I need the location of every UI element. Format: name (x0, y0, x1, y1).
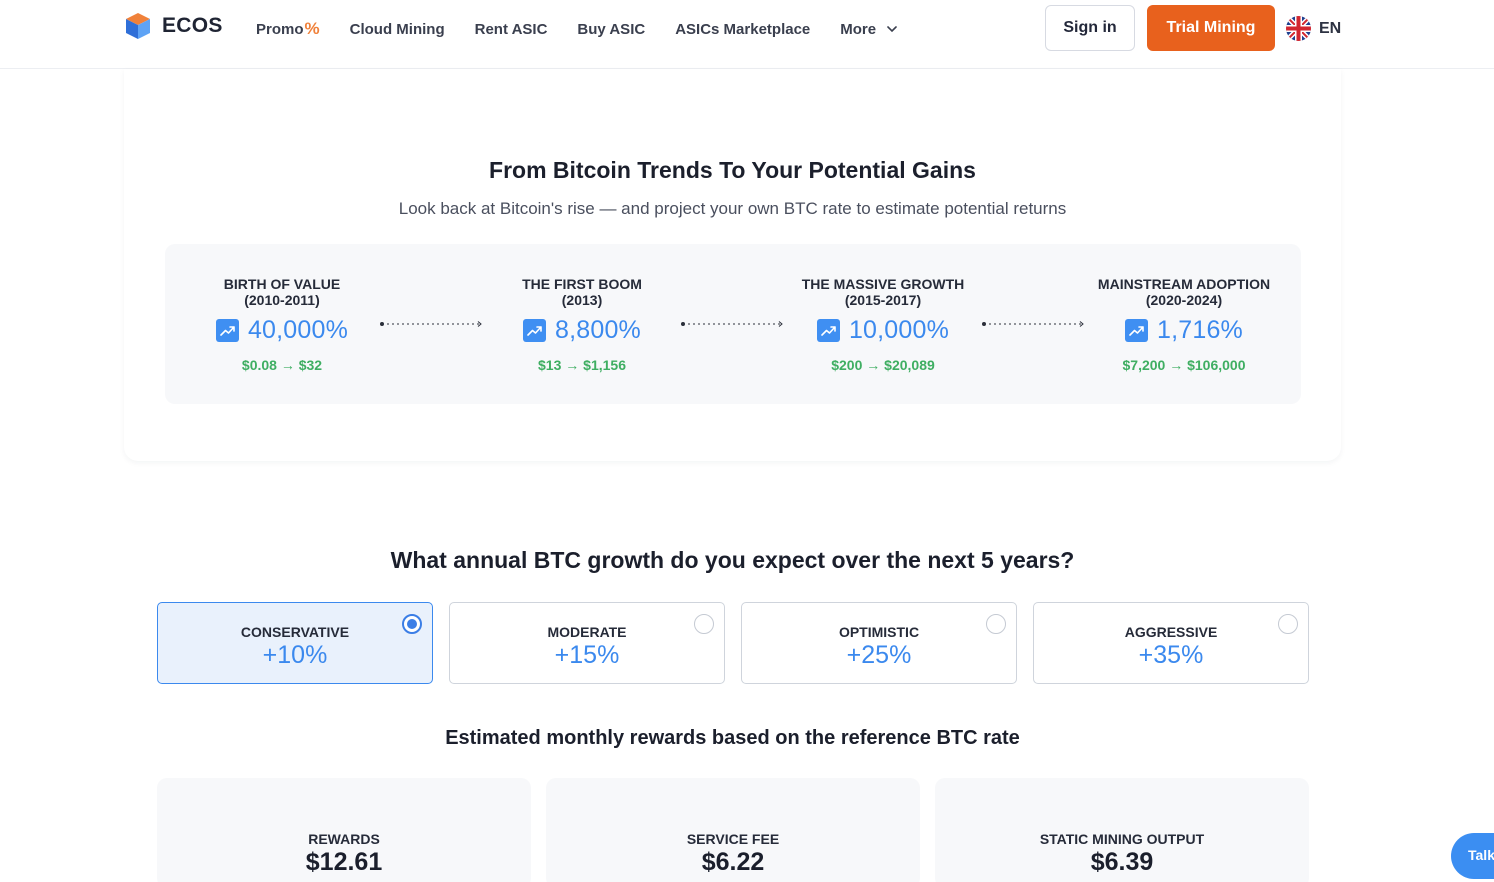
stage-price-range: $13 → $1,156 (538, 357, 626, 373)
timeline-stage: THE FIRST BOOM (2013) 8,800% $13 → $1,15… (462, 276, 702, 373)
bitcoin-timeline: BIRTH OF VALUE (2010-2011) 40,000% $0.08… (165, 244, 1301, 404)
stat-label: REWARDS (308, 831, 380, 847)
stage-years: (2020-2024) (1145, 292, 1223, 308)
growth-question: What annual BTC growth do you expect ove… (390, 547, 1075, 573)
timeline-connector (380, 321, 482, 327)
nav-buy-asic[interactable]: Buy ASIC (577, 20, 646, 38)
main-nav: Promo % Cloud Mining Rent ASIC Buy ASIC … (256, 18, 928, 40)
stat-value: $6.22 (701, 848, 765, 876)
stage-growth: 8,800% (555, 316, 641, 344)
history-title: From Bitcoin Trends To Your Potential Ga… (489, 157, 976, 183)
stat-card-rewards: REWARDS $12.61 (157, 778, 531, 882)
timeline-stage: MAINSTREAM ADOPTION (2020-2024) 1,716% $… (1064, 276, 1304, 373)
ecos-logo[interactable]: ECOS (124, 11, 223, 41)
ecos-cube-icon (126, 13, 150, 39)
stat-card-static-mining-output: STATIC MINING OUTPUT $6.39 (935, 778, 1309, 882)
stage-growth: 1,716% (1157, 316, 1243, 344)
option-value: +10% (262, 641, 328, 669)
stage-price-range: $7,200 → $106,000 (1122, 357, 1246, 373)
option-label: AGGRESSIVE (1124, 624, 1218, 640)
option-label: MODERATE (547, 624, 627, 640)
growth-option-optimistic[interactable]: OPTIMISTIC +25% (741, 602, 1017, 684)
stat-label: SERVICE FEE (686, 831, 780, 847)
stage-name: MAINSTREAM ADOPTION (1097, 276, 1271, 292)
option-label: OPTIMISTIC (838, 624, 920, 640)
nav-asics-marketplace[interactable]: ASICs Marketplace (675, 20, 811, 38)
rewards-title: Estimated monthly rewards based on the r… (445, 727, 1020, 749)
language-code: EN (1319, 19, 1342, 37)
nav-promo-label: Promo (256, 20, 304, 38)
top-navigation-bar: ECOS Promo % Cloud Mining Rent ASIC Buy … (0, 0, 1494, 69)
radio-selected-icon[interactable] (402, 614, 422, 634)
stat-card-service-fee: SERVICE FEE $6.22 (546, 778, 920, 882)
growth-option-moderate[interactable]: MODERATE +15% (449, 602, 725, 684)
nav-more[interactable]: More (840, 18, 898, 40)
option-label: CONSERVATIVE (240, 624, 350, 640)
radio-icon[interactable] (986, 614, 1006, 634)
trend-up-icon (816, 319, 840, 342)
stat-label: STATIC MINING OUTPUT (1039, 831, 1205, 847)
nav-rent-asic[interactable]: Rent ASIC (474, 20, 548, 38)
trend-up-icon (523, 319, 546, 342)
sign-in-button[interactable]: Sign in (1045, 5, 1135, 51)
stage-years: (2015-2017) (844, 292, 922, 308)
percent-icon: % (304, 19, 320, 38)
chat-button[interactable]: Talk (1451, 833, 1494, 879)
chevron-down-icon (887, 26, 897, 33)
stat-value: $6.39 (1090, 848, 1154, 876)
timeline-connector (681, 321, 783, 327)
nav-more-label: More (840, 20, 877, 38)
growth-option-conservative[interactable]: CONSERVATIVE +10% (157, 602, 433, 684)
trend-up-icon (215, 319, 239, 342)
stage-years: (2010-2011) (244, 292, 320, 308)
trend-up-icon (1125, 319, 1148, 342)
radio-icon[interactable] (1278, 614, 1298, 634)
uk-flag-icon (1286, 16, 1311, 41)
trial-mining-button[interactable]: Trial Mining (1147, 5, 1275, 51)
history-subtitle: Look back at Bitcoin's rise — and projec… (398, 199, 1067, 218)
timeline-stage: THE MASSIVE GROWTH (2015-2017) 10,000% $… (763, 276, 1003, 373)
stage-name: THE FIRST BOOM (522, 276, 642, 292)
language-selector[interactable]: EN (1286, 16, 1341, 41)
stage-growth: 10,000% (848, 316, 950, 344)
stage-name: BIRTH OF VALUE (223, 276, 341, 292)
timeline-connector (982, 321, 1084, 327)
growth-option-aggressive[interactable]: AGGRESSIVE +35% (1033, 602, 1309, 684)
logo-text: ECOS (162, 14, 223, 37)
nav-promo[interactable]: Promo % (256, 18, 320, 40)
radio-icon[interactable] (694, 614, 714, 634)
stage-years: (2013) (561, 292, 603, 308)
stage-name: THE MASSIVE GROWTH (801, 276, 965, 292)
option-value: +35% (1138, 641, 1204, 669)
stage-price-range: $0.08 → $32 (241, 357, 323, 373)
timeline-stage: BIRTH OF VALUE (2010-2011) 40,000% $0.08… (162, 276, 402, 373)
nav-cloud-mining[interactable]: Cloud Mining (349, 20, 445, 38)
option-value: +15% (554, 641, 620, 669)
stat-value: $12.61 (305, 848, 383, 876)
stage-growth: 40,000% (247, 316, 349, 344)
option-value: +25% (846, 641, 912, 669)
stage-price-range: $200 → $20,089 (831, 357, 935, 373)
